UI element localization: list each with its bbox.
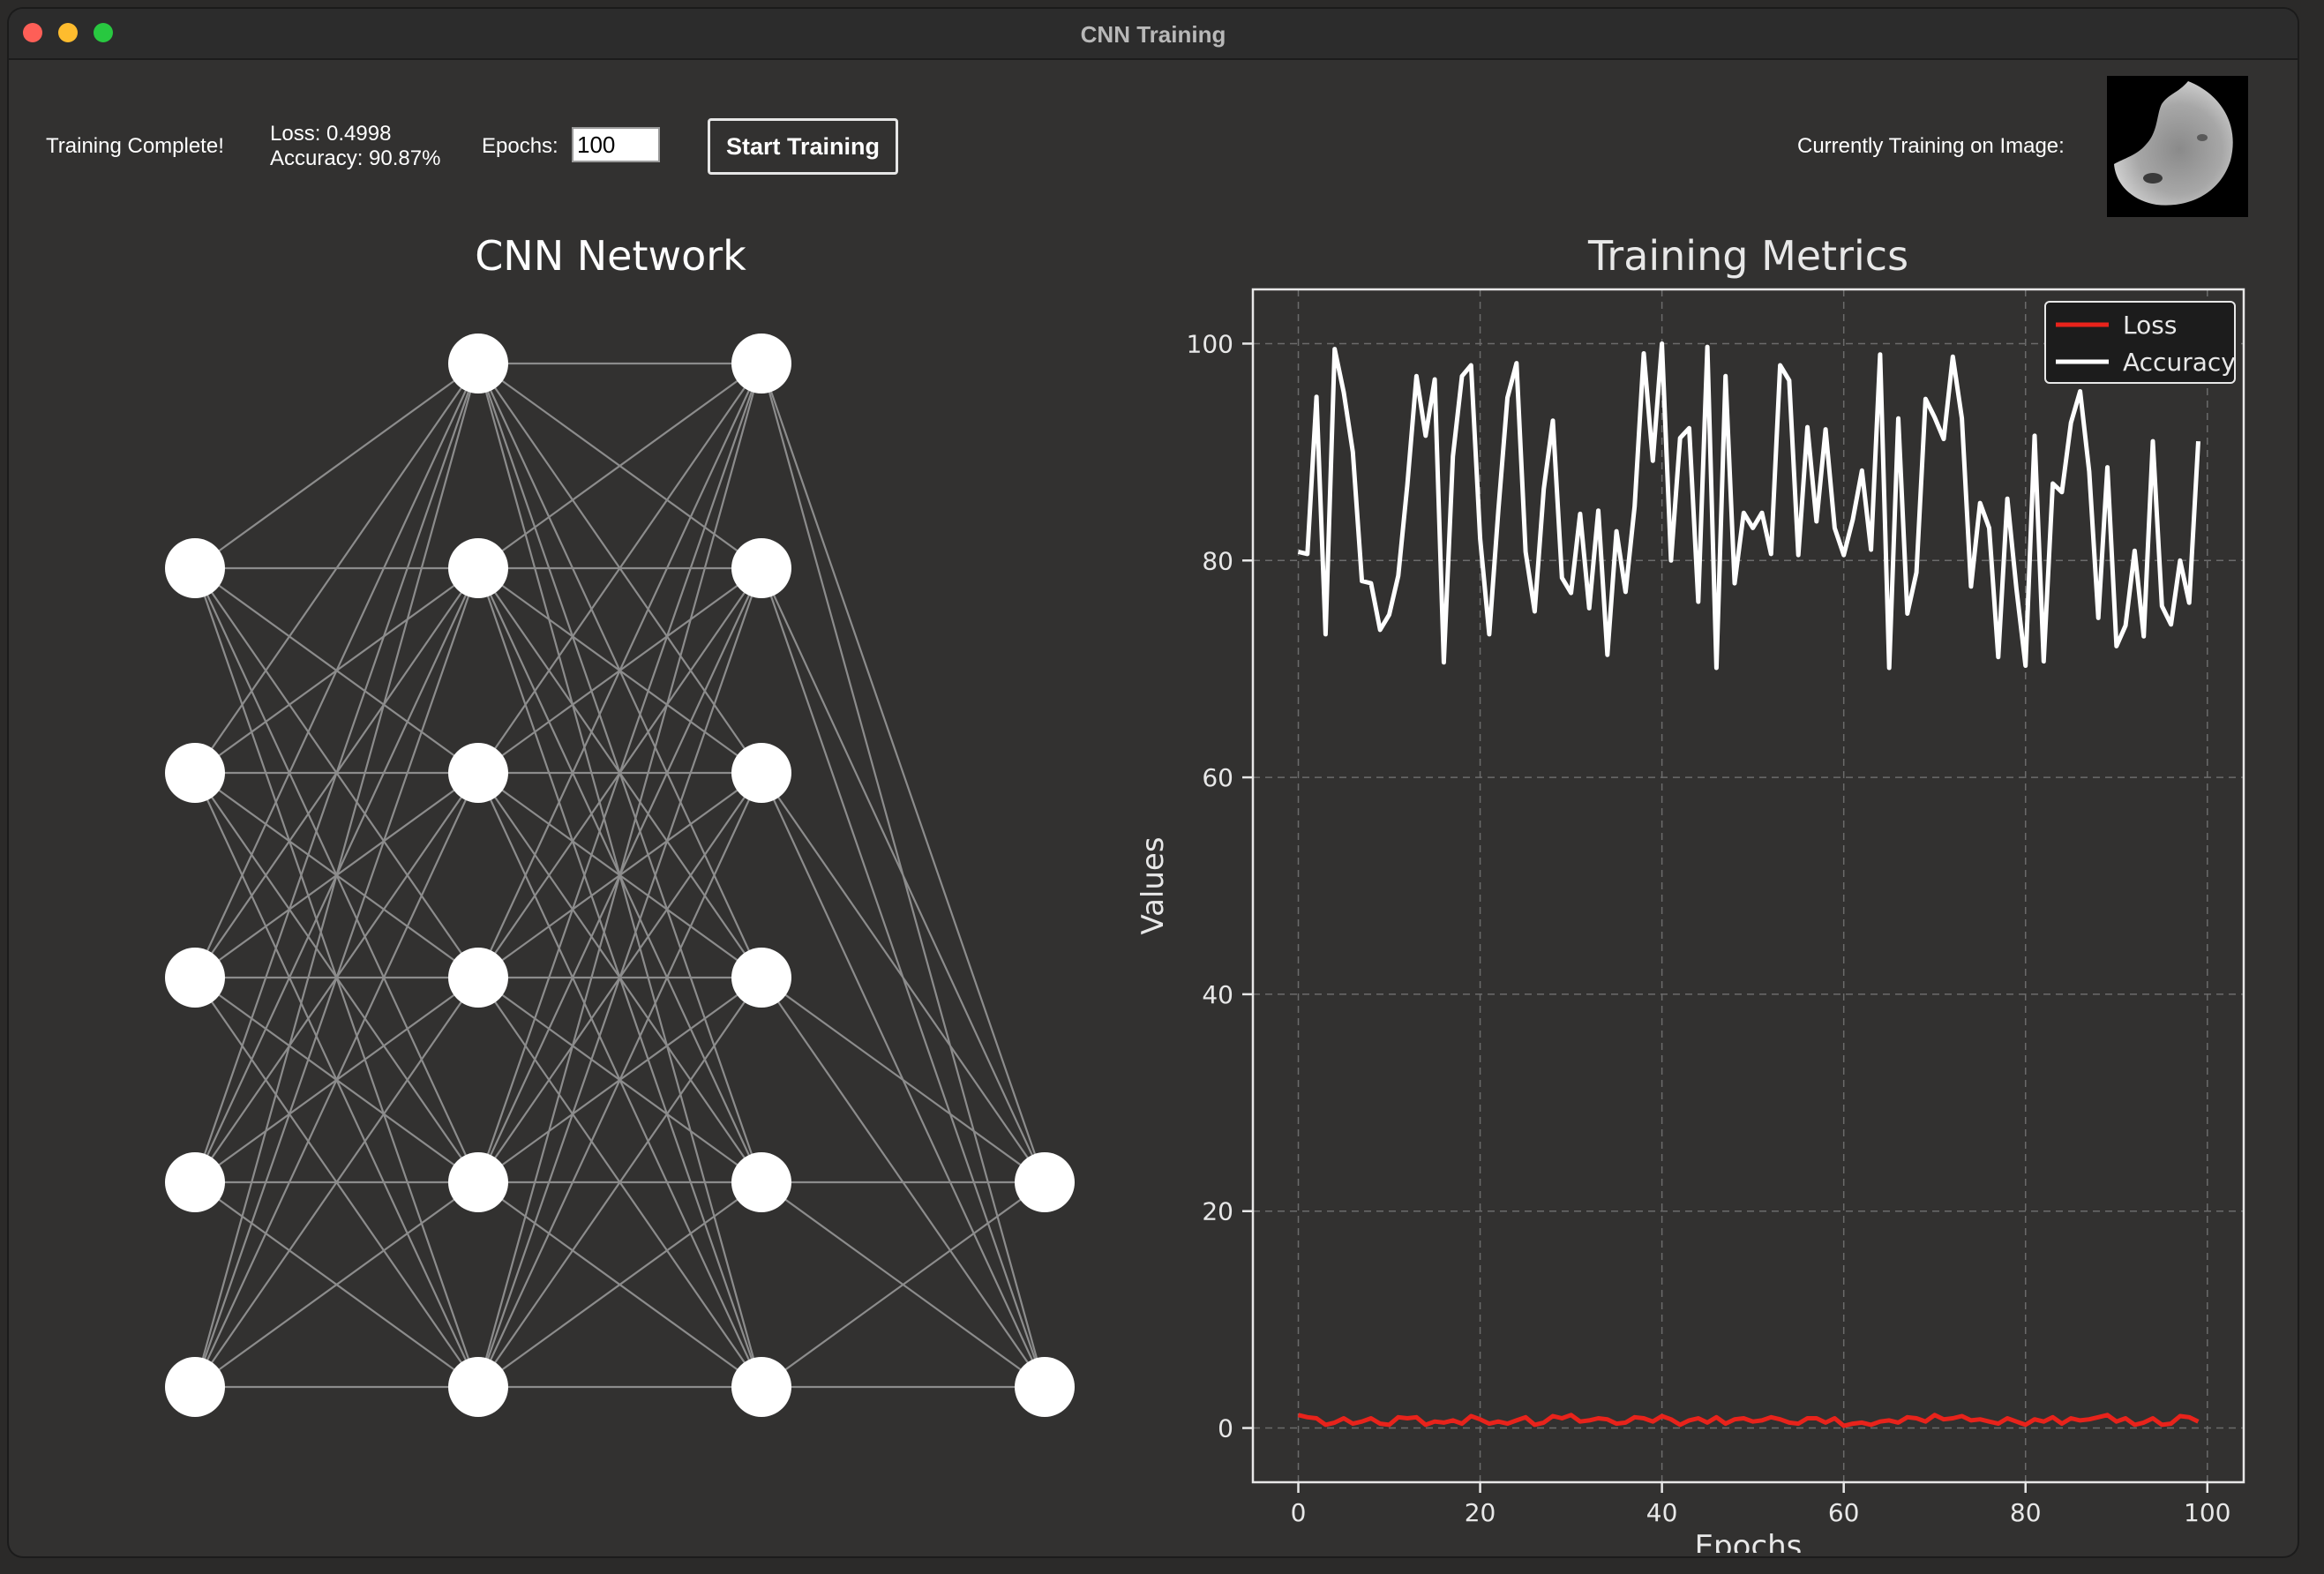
network-edge-l1-5-0 [476, 363, 763, 1388]
y-tick-label: 80 [1202, 546, 1233, 575]
network-edge-l2-5-0 [761, 1181, 1046, 1388]
x-tick-label: 40 [1646, 1498, 1678, 1527]
loss-readout: Loss: 0.4998 [270, 122, 392, 146]
app-window: CNN Training Training Complete! Loss: 0.… [9, 9, 2298, 1556]
minimize-window-button[interactable] [58, 23, 78, 42]
network-node-l2-1 [731, 538, 791, 598]
network-edge-l1-5-2 [477, 772, 762, 1388]
epochs-input[interactable] [572, 127, 660, 162]
network-edge-l0-2-0 [194, 363, 479, 978]
network-node-l1-1 [448, 538, 508, 598]
network-node-l1-3 [448, 948, 508, 1008]
network-node-l2-4 [731, 1152, 791, 1212]
legend-label-accuracy: Accuracy [2123, 348, 2236, 377]
network-edge-l0-4-3 [194, 977, 479, 1388]
network-edge-l0-4-4 [194, 1181, 479, 1388]
network-node-l2-3 [731, 948, 791, 1008]
training-status: Training Complete! [46, 134, 224, 158]
x-tick-label: 20 [1465, 1498, 1496, 1527]
plot-frame [1251, 288, 2245, 1484]
y-axis-label: Values [1136, 836, 1171, 934]
network-node-l0-4 [165, 1357, 225, 1417]
network-node-l2-2 [731, 743, 791, 803]
chart-title: Training Metrics [1587, 232, 1908, 280]
title-bar: CNN Training [9, 9, 2298, 60]
network-edge-l2-3-0 [761, 977, 1046, 1183]
network-edge-l1-4-0 [476, 363, 763, 1183]
y-tick-label: 20 [1202, 1197, 1233, 1226]
y-tick-label: 40 [1202, 980, 1233, 1009]
network-node-l3-1 [1015, 1357, 1075, 1417]
cnn-network-diagram: CNN Network [165, 232, 1075, 1417]
network-node-l0-0 [165, 538, 225, 598]
network-node-l0-3 [165, 1152, 225, 1212]
network-edge-l0-3-0 [193, 363, 480, 1183]
network-edge-l1-2-0 [477, 363, 762, 774]
network-edge-l0-4-2 [194, 772, 479, 1388]
network-edge-l2-2-0 [761, 772, 1046, 1183]
y-tick-label: 60 [1202, 763, 1233, 792]
network-node-l0-1 [165, 743, 225, 803]
network-node-l0-2 [165, 948, 225, 1008]
network-edge-l2-1-0 [761, 567, 1046, 1183]
close-window-button[interactable] [23, 23, 42, 42]
network-title: CNN Network [475, 232, 746, 280]
network-edge-l1-1-0 [477, 363, 762, 569]
epochs-label: Epochs: [482, 134, 559, 158]
series-line-loss [1297, 1413, 2200, 1428]
network-edge-l0-1-0 [194, 363, 479, 774]
network-node-l1-5 [448, 1357, 508, 1417]
network-node-l1-4 [448, 1152, 508, 1212]
zoom-window-button[interactable] [94, 23, 113, 42]
network-node-l1-2 [448, 743, 508, 803]
y-tick-label: 0 [1218, 1414, 1233, 1443]
network-node-l2-0 [731, 334, 791, 394]
x-tick-label: 100 [2184, 1498, 2230, 1527]
network-node-l3-0 [1015, 1152, 1075, 1212]
network-edge-l0-4-0 [193, 363, 480, 1388]
start-training-button[interactable]: Start Training [708, 118, 898, 175]
x-tick-label: 0 [1291, 1498, 1307, 1527]
network-edge-l1-5-4 [477, 1181, 762, 1388]
y-tick-label: 100 [1187, 329, 1233, 358]
network-edge-l1-5-3 [477, 977, 762, 1388]
x-tick-label: 80 [2010, 1498, 2042, 1527]
training-metrics-chart: Training Metrics 0 20 40 60 80 100 0 20 40 60 80 100… [1136, 232, 2245, 1553]
network-node-l2-5 [731, 1357, 791, 1417]
network-edge-l1-3-0 [477, 363, 762, 978]
legend-label-loss: Loss [2123, 311, 2177, 340]
network-edge-l2-0-0 [760, 363, 1046, 1183]
x-tick-label: 60 [1828, 1498, 1860, 1527]
network-edge-l1-5-1 [476, 567, 763, 1388]
current-image-label: Currently Training on Image: [1797, 134, 2065, 158]
accuracy-readout: Accuracy: 90.87% [270, 146, 441, 170]
network-edge-l0-0-0 [194, 363, 479, 569]
network-node-l1-0 [448, 334, 508, 394]
network-edge-l0-4-1 [193, 567, 480, 1388]
window-title: CNN Training [1080, 21, 1226, 48]
x-axis-label: Epochs [1695, 1529, 1803, 1553]
training-image-thumbnail [2107, 76, 2248, 217]
series-line-accuracy [1297, 341, 2200, 671]
